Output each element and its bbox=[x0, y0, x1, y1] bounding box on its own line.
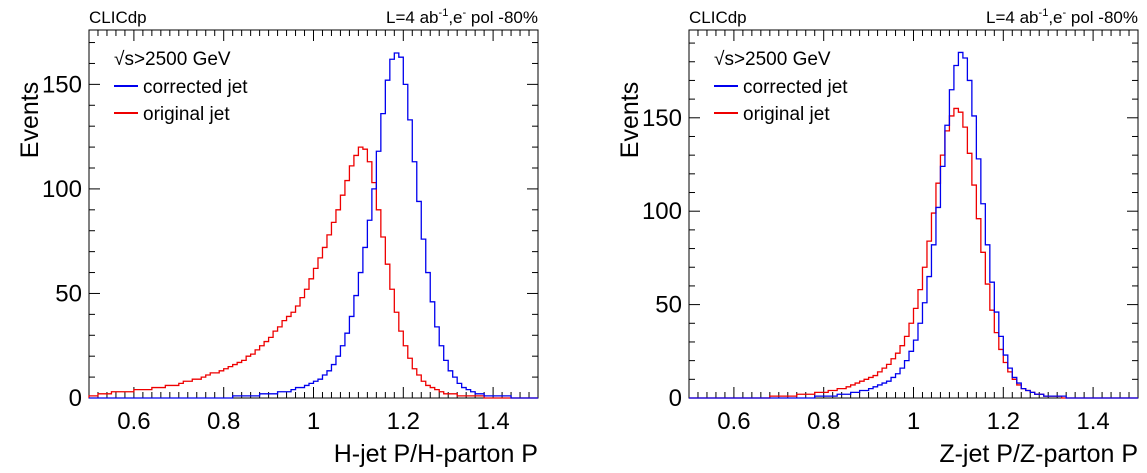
x-tick-label: 1.2 bbox=[987, 408, 1020, 435]
series-original-jet bbox=[689, 107, 1138, 399]
y-tick-label: 150 bbox=[642, 105, 682, 132]
header-left: CLICdp bbox=[689, 8, 747, 27]
legend-label-original: original jet bbox=[743, 104, 830, 125]
plot-area: 0.6 0.8 1 1.2 1.4 0 50 100 150 bbox=[42, 30, 539, 435]
y-tick-label: 100 bbox=[642, 198, 682, 225]
plot-area: 0.6 0.8 1 1.2 1.4 0 50 100 150 bbox=[642, 30, 1139, 435]
x-tick-label: 1 bbox=[307, 408, 320, 435]
header-right: L=4 ab-1,e- pol -80% bbox=[986, 7, 1138, 27]
legend: √s>2500 GeV corrected jet original jet bbox=[114, 49, 248, 125]
x-tick-label: 1.2 bbox=[387, 408, 420, 435]
x-tick-label: 1 bbox=[907, 408, 920, 435]
x-tick-label: 0.6 bbox=[117, 408, 150, 435]
legend-label-corrected: corrected jet bbox=[743, 77, 848, 98]
legend-header: √s>2500 GeV bbox=[114, 49, 231, 70]
y-tick-label: 50 bbox=[655, 292, 682, 319]
y-tick-label: 0 bbox=[669, 385, 682, 412]
legend-label-corrected: corrected jet bbox=[143, 77, 248, 98]
legend-header: √s>2500 GeV bbox=[714, 49, 831, 70]
x-tick-label: 0.8 bbox=[807, 408, 840, 435]
legend-label-original: original jet bbox=[143, 104, 230, 125]
x-tick-label: 1.4 bbox=[476, 408, 509, 435]
x-tick-label: 0.6 bbox=[717, 408, 750, 435]
series-original-jet bbox=[88, 146, 538, 399]
x-axis-label: H-jet P/H-parton P bbox=[334, 440, 538, 468]
header-right: L=4 ab-1,e- pol -80% bbox=[386, 7, 538, 27]
panel-right: CLICdp L=4 ab-1,e- pol -80% 0.6 0.8 1 1.2 1.… bbox=[616, 7, 1139, 468]
x-tick-label: 0.8 bbox=[207, 408, 240, 435]
series-corrected-jet bbox=[89, 52, 538, 399]
y-tick-label: 100 bbox=[42, 176, 82, 203]
y-tick-label: 0 bbox=[69, 385, 82, 412]
legend: √s>2500 GeV corrected jet original jet bbox=[714, 49, 848, 125]
header-left: CLICdp bbox=[89, 8, 147, 27]
y-tick-label: 50 bbox=[55, 280, 82, 307]
panel-left: CLICdp L=4 ab-1,e- pol -80% 0.6 0.8 1 1.2 1.… bbox=[16, 7, 539, 468]
y-axis-label: Events bbox=[616, 82, 644, 158]
y-axis-label: Events bbox=[16, 82, 44, 158]
series-corrected-jet bbox=[689, 51, 1138, 399]
x-axis-label: Z-jet P/Z-parton P bbox=[939, 440, 1138, 468]
x-tick-label: 1.4 bbox=[1076, 408, 1109, 435]
y-tick-label: 150 bbox=[42, 71, 82, 98]
